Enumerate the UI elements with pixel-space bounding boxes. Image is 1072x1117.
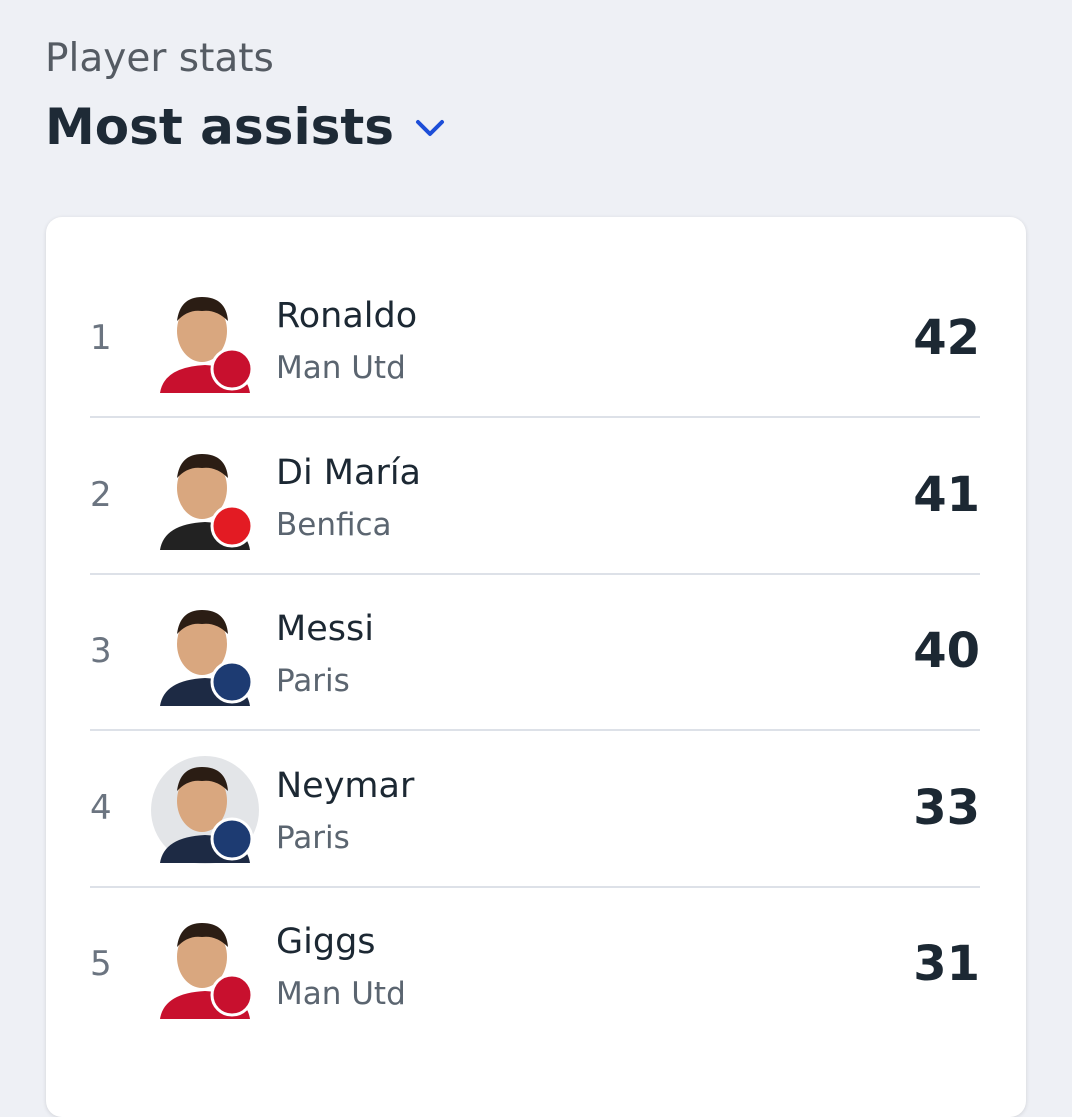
assists-value: 42 <box>913 310 980 366</box>
player-name: Neymar <box>276 765 415 806</box>
player-avatar <box>160 923 254 1019</box>
player-name: Giggs <box>276 922 376 962</box>
player-club: Man Utd <box>276 976 406 1012</box>
page: Player stats Most assists (() => { const… <box>45 36 1026 1117</box>
row-rank: 4 <box>90 787 112 828</box>
player-avatar <box>160 610 254 706</box>
player-name: Messi <box>276 609 374 649</box>
player-name: Di María <box>276 452 422 493</box>
row-separator <box>90 885 980 888</box>
player-club: Benfica <box>276 506 392 543</box>
player-name: Ronaldo <box>276 296 418 336</box>
dropdown-chevron[interactable] <box>414 116 446 140</box>
player-club: Paris <box>276 663 350 699</box>
player-avatar <box>160 453 254 550</box>
assists-value: 40 <box>913 623 980 679</box>
row-separator <box>90 572 980 575</box>
row-separator <box>90 416 980 418</box>
player-avatar <box>160 297 254 393</box>
row-rank: 5 <box>90 944 112 984</box>
subtitle: Player stats <box>45 36 274 81</box>
player-avatar <box>151 755 259 864</box>
row-rank: 1 <box>90 318 112 358</box>
row-rank: 3 <box>90 631 112 671</box>
player-club: Man Utd <box>276 350 406 386</box>
row-rank: 2 <box>90 474 112 515</box>
assists-value: 33 <box>913 779 980 836</box>
assists-value: 41 <box>913 466 980 523</box>
title[interactable]: Most assists <box>45 98 394 156</box>
assists-value: 31 <box>913 936 980 992</box>
player-club: Paris <box>276 819 350 856</box>
row-separator <box>90 729 980 731</box>
